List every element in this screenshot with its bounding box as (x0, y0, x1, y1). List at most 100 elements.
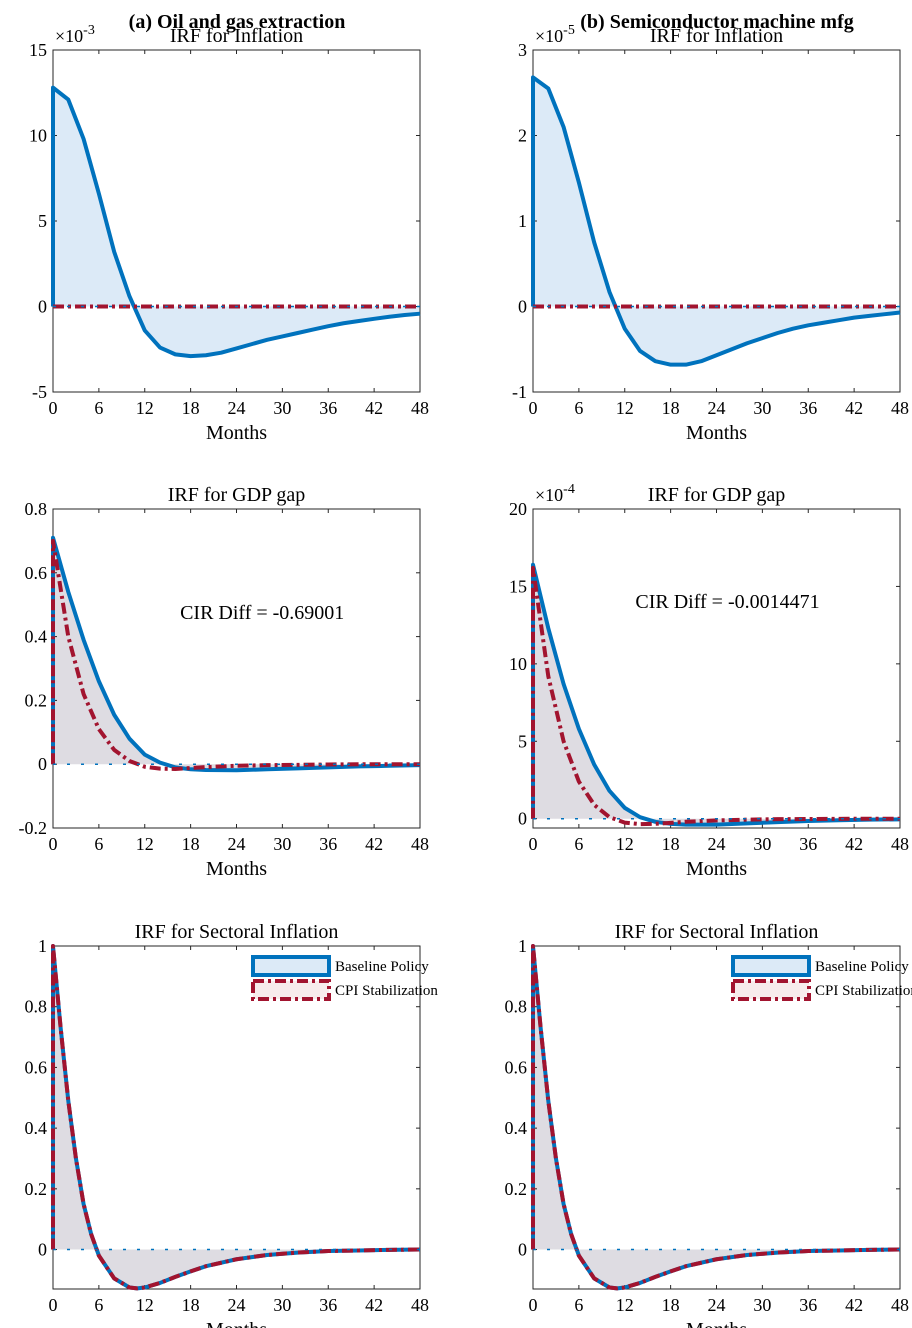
x-tick-label: 24 (708, 834, 726, 854)
x-tick-label: 48 (411, 834, 429, 854)
x-tick-label: 30 (753, 834, 771, 854)
y-tick-label: 0.2 (25, 1179, 48, 1199)
y-tick-label: 0 (518, 297, 527, 317)
legend: Baseline Policy CPI Stabilization (731, 955, 912, 1001)
x-tick-label: 6 (574, 834, 583, 854)
x-tick-label: 24 (228, 1295, 246, 1315)
panel-title: IRF for GDP gap (168, 484, 306, 506)
y-tick-label: -5 (32, 382, 47, 402)
column-title-b: (b) Semiconductor machine mfg (580, 11, 854, 33)
legend: Baseline Policy CPI Stabilization (251, 955, 438, 1001)
legend-swatch-cpi (731, 979, 811, 1001)
y-tick-label: 0.6 (25, 563, 48, 583)
y-tick-label: 1 (38, 936, 47, 956)
y-tick-label: 0.8 (25, 997, 48, 1017)
legend-label-cpi: CPI Stabilization (335, 983, 438, 999)
x-axis-label: Months (206, 858, 267, 880)
x-tick-label: 30 (753, 398, 771, 418)
x-tick-label: 18 (182, 398, 200, 418)
column-title-a: (a) Oil and gas extraction (129, 11, 346, 33)
exponent-label: ×10-5 (535, 23, 575, 46)
x-tick-label: 6 (94, 398, 103, 418)
panel-title: IRF for GDP gap (648, 484, 786, 506)
x-tick-label: 18 (662, 1295, 680, 1315)
y-tick-label: 0.4 (505, 1118, 528, 1138)
legend-label-baseline: Baseline Policy (335, 959, 429, 975)
x-tick-label: 0 (49, 834, 58, 854)
panel-title: IRF for Sectoral Inflation (135, 921, 339, 943)
y-tick-label: 0.6 (25, 1057, 48, 1077)
y-tick-label: 0 (518, 809, 527, 829)
x-tick-label: 18 (182, 1295, 200, 1315)
x-tick-label: 18 (182, 834, 200, 854)
x-tick-label: 0 (529, 1295, 538, 1315)
chart-panel-6: 0 6 12 18 24 30 36 42 48 0 0.2 0.4 0.6 0.8 1 IRF for Se… (505, 921, 912, 1328)
legend-label-cpi: CPI Stabilization (815, 983, 912, 999)
x-tick-label: 30 (273, 1295, 291, 1315)
x-tick-label: 36 (799, 834, 817, 854)
y-tick-label: 15 (509, 576, 527, 596)
x-tick-label: 42 (845, 834, 863, 854)
series-cpi-stabilization (531, 565, 900, 827)
series-cpi-stabilization (51, 944, 421, 1291)
x-tick-label: 36 (319, 834, 337, 854)
x-tick-label: 6 (94, 1295, 103, 1315)
x-tick-label: 0 (529, 398, 538, 418)
series-cpi-stabilization (51, 538, 420, 771)
y-tick-label: 0.4 (25, 627, 48, 647)
x-tick-label: 36 (799, 398, 817, 418)
y-tick-label: 0.2 (25, 690, 48, 710)
x-tick-label: 12 (136, 398, 154, 418)
x-tick-label: 0 (49, 1295, 58, 1315)
x-axis-label: Months (206, 1319, 267, 1328)
x-tick-label: 42 (365, 1295, 383, 1315)
x-tick-label: 12 (616, 834, 634, 854)
x-tick-label: 24 (708, 398, 726, 418)
x-tick-label: 30 (273, 398, 291, 418)
exponent-label: ×10-3 (55, 23, 95, 46)
series-baseline (51, 85, 421, 359)
x-tick-label: 6 (94, 834, 103, 854)
y-tick-label: 3 (518, 40, 527, 60)
y-tick-label: 0 (38, 297, 47, 317)
y-tick-label: 0.4 (25, 1118, 48, 1138)
y-tick-label: 5 (518, 731, 527, 751)
x-tick-label: 48 (891, 1295, 909, 1315)
x-axis-label: Months (206, 422, 267, 444)
panel-title: IRF for Inflation (650, 25, 783, 47)
x-tick-label: 12 (136, 1295, 154, 1315)
exponent-label: ×10-4 (535, 482, 575, 505)
y-tick-label: 0 (38, 1240, 47, 1260)
legend-swatch-cpi (251, 979, 331, 1001)
cir-diff-annotation: CIR Diff = -0.0014471 (635, 591, 819, 613)
x-tick-label: 42 (365, 398, 383, 418)
x-axis-label: Months (686, 1319, 747, 1328)
chart-panel-5: 0 6 12 18 24 30 36 42 48 0 0.2 0.4 0.6 0.8 1 IRF for Se… (25, 921, 439, 1328)
y-tick-label: -0.2 (19, 818, 48, 838)
x-tick-label: 30 (753, 1295, 771, 1315)
x-tick-label: 18 (662, 834, 680, 854)
area-fill (533, 564, 900, 825)
chart-panel-4: 0 6 12 18 24 30 36 42 48 0 5 10 15 20 IRF for GDP gap M… (509, 482, 909, 880)
cir-diff-annotation: CIR Diff = -0.69001 (180, 602, 344, 624)
y-tick-label: 0 (518, 1240, 527, 1260)
y-tick-label: 1 (518, 936, 527, 956)
legend-swatch-baseline (731, 955, 811, 977)
x-tick-label: 24 (228, 398, 246, 418)
panel-title: IRF for Inflation (170, 25, 303, 47)
y-tick-label: 0.2 (505, 1179, 528, 1199)
x-tick-label: 0 (49, 398, 58, 418)
x-tick-label: 6 (574, 1295, 583, 1315)
x-tick-label: 42 (365, 834, 383, 854)
x-tick-label: 48 (411, 398, 429, 418)
x-tick-label: 48 (891, 834, 909, 854)
panel-title: IRF for Sectoral Inflation (615, 921, 819, 943)
x-tick-label: 18 (662, 398, 680, 418)
x-tick-label: 30 (273, 834, 291, 854)
area-fill (53, 537, 420, 771)
y-tick-label: 10 (29, 126, 47, 146)
series-baseline (531, 75, 901, 367)
